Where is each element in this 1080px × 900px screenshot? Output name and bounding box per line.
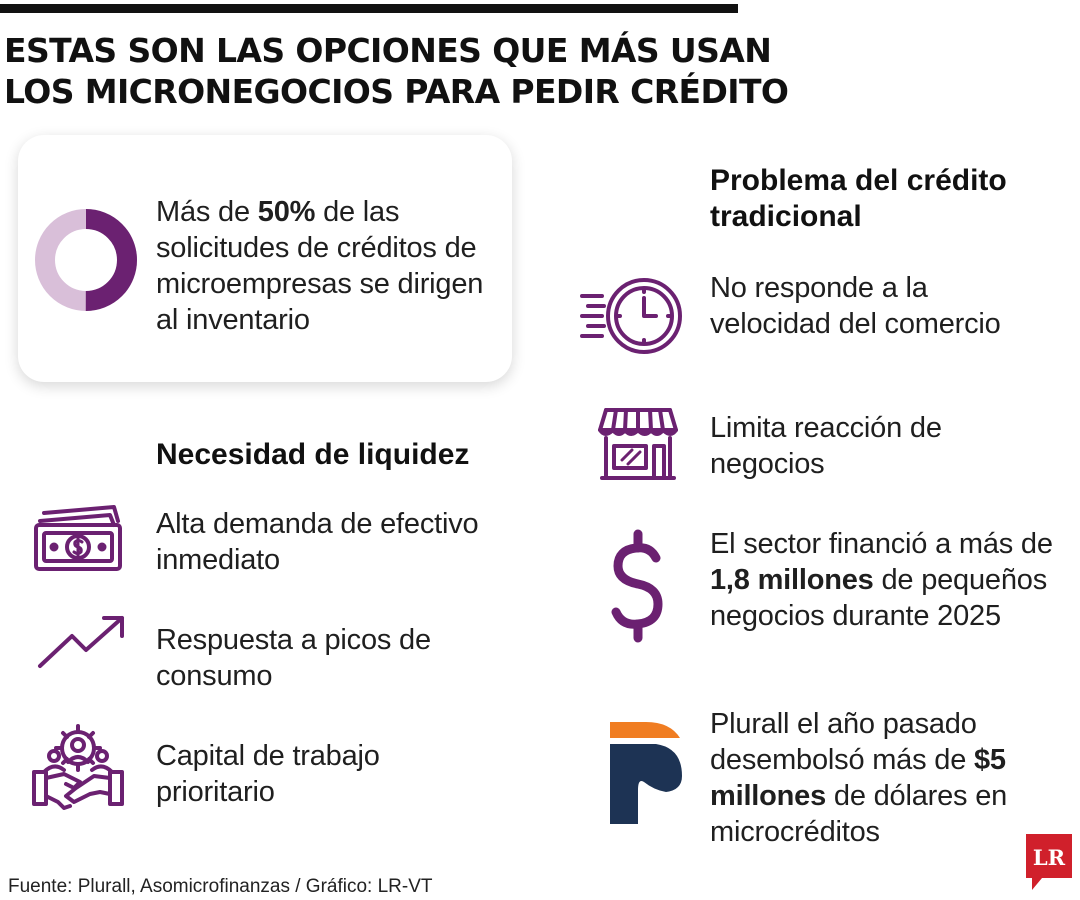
problema-item-4-text: Plurall el año pasado desembolsó más de … — [710, 706, 1055, 850]
headline: ESTAS SON LAS OPCIONES QUE MÁS USAN LOS … — [4, 30, 1064, 112]
cash-icon — [30, 503, 126, 573]
problema-item-3-bold: 1,8 millones — [710, 564, 874, 596]
highlight-percent: 50% — [257, 196, 316, 228]
problema-item-4-pre: Plurall el año pasado desembolsó más de — [710, 708, 977, 776]
liquidez-title: Necesidad de liquidez — [156, 438, 470, 471]
liquidez-item-3-text: Capital de trabajo prioritario — [156, 740, 380, 808]
problema-item-3-pre: El sector financió a más de — [710, 528, 1053, 560]
problema-title: Problema del crédito tradicional — [710, 164, 1007, 233]
problema-item-1-text: No responde a la velocidad del comercio — [710, 272, 1001, 340]
headline-line-2: LOS MICRONEGOCIOS PARA PEDIR CRÉDITO — [4, 72, 789, 111]
fast-clock-icon — [578, 272, 688, 358]
problema-item-2-text: Limita reacción de negocios — [710, 412, 942, 480]
lr-logo-text: LR — [1033, 845, 1066, 870]
dollar-sign-icon — [608, 528, 668, 644]
highlight-text-post: de las solicitudes de créditos de microe… — [156, 196, 484, 336]
donut-chart-icon — [34, 208, 138, 312]
top-rule — [0, 4, 738, 13]
storefront-icon — [598, 404, 678, 484]
problema-item-4-bold: $5 millones — [710, 744, 1006, 812]
liquidez-item-2-text: Respuesta a picos de consumo — [156, 624, 431, 692]
source-note: Fuente: Plurall, Asomicrofinanzas / Gráf… — [8, 876, 433, 897]
headline-line-1: ESTAS SON LAS OPCIONES QUE MÁS USAN — [4, 31, 772, 70]
highlight-card — [18, 135, 512, 382]
highlight-text-pre: Más de — [156, 196, 258, 228]
teamwork-handshake-icon — [30, 722, 126, 814]
problema-item-3-post: de pequeños negocios durante 2025 — [710, 564, 1047, 632]
trend-up-icon — [34, 612, 130, 672]
highlight-text: Más de 50% de las solicitudes de crédito… — [156, 194, 506, 338]
donut-filled-ring — [35, 209, 137, 311]
plurall-logo-icon — [608, 720, 686, 826]
problema-item-4-post: de dólares en microcréditos — [710, 780, 1008, 848]
liquidez-item-1-text: Alta demanda de efectivo inmediato — [156, 508, 479, 576]
problema-item-3-text: El sector financió a más de 1,8 millones… — [710, 526, 1055, 634]
lr-logo-icon: LR — [1026, 834, 1072, 892]
